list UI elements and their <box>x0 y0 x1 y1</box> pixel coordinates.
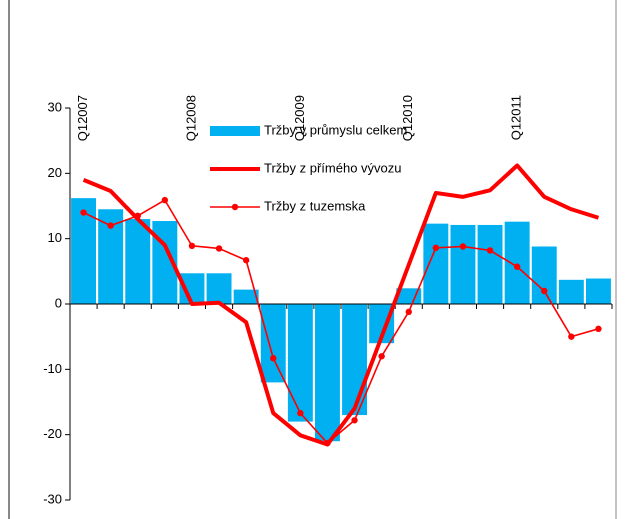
marker <box>405 308 412 316</box>
bar <box>342 304 368 416</box>
legend-label: Tržby z tuzemska <box>264 198 366 213</box>
line <box>83 199 599 444</box>
marker <box>107 222 114 229</box>
marker <box>80 209 87 216</box>
marker <box>513 263 521 270</box>
y-tick-label: -20 <box>43 426 62 441</box>
x-tick-label: Q12009 <box>292 95 307 141</box>
line <box>82 163 600 447</box>
bar <box>287 304 313 422</box>
x-tick-label: Q12011 <box>509 95 524 140</box>
x-tick-label: Q12008 <box>183 95 198 141</box>
marker <box>459 243 467 250</box>
marker <box>568 333 575 340</box>
marker <box>486 247 494 254</box>
marker <box>270 355 277 362</box>
bar <box>125 219 151 304</box>
y-tick-label: 20 <box>48 165 62 180</box>
bar <box>233 289 259 304</box>
legend-swatch <box>210 126 260 136</box>
y-tick-label: 0 <box>55 295 62 310</box>
marker <box>351 417 358 424</box>
marker <box>161 196 169 204</box>
marker <box>378 353 385 360</box>
bar <box>504 221 530 304</box>
y-tick-label: 10 <box>48 230 62 245</box>
x-tick-label: Q12010 <box>400 95 415 141</box>
bar <box>423 223 449 304</box>
bar <box>206 273 232 304</box>
x-tick-label: Q12007 <box>75 95 90 141</box>
y-tick-label: 30 <box>48 99 62 114</box>
y-tick-label: -10 <box>43 361 62 376</box>
marker <box>324 439 331 447</box>
legend-marker <box>231 203 239 211</box>
marker <box>215 245 223 252</box>
marker <box>297 409 304 417</box>
marker <box>432 244 440 252</box>
bar <box>396 288 422 304</box>
marker <box>541 287 548 295</box>
legend-label: Tržby z přímého vývozu <box>264 160 402 175</box>
marker <box>134 212 141 219</box>
marker <box>188 242 196 250</box>
bar <box>314 304 340 442</box>
bar <box>450 224 476 304</box>
bar <box>477 224 503 304</box>
bar <box>558 279 584 304</box>
legend-label: Tržby v průmyslu celkem <box>264 122 407 137</box>
marker <box>595 325 602 333</box>
bar <box>260 304 286 383</box>
marker <box>242 257 250 264</box>
y-tick-label: -30 <box>43 491 62 506</box>
bar <box>531 246 557 304</box>
bar <box>585 278 611 304</box>
